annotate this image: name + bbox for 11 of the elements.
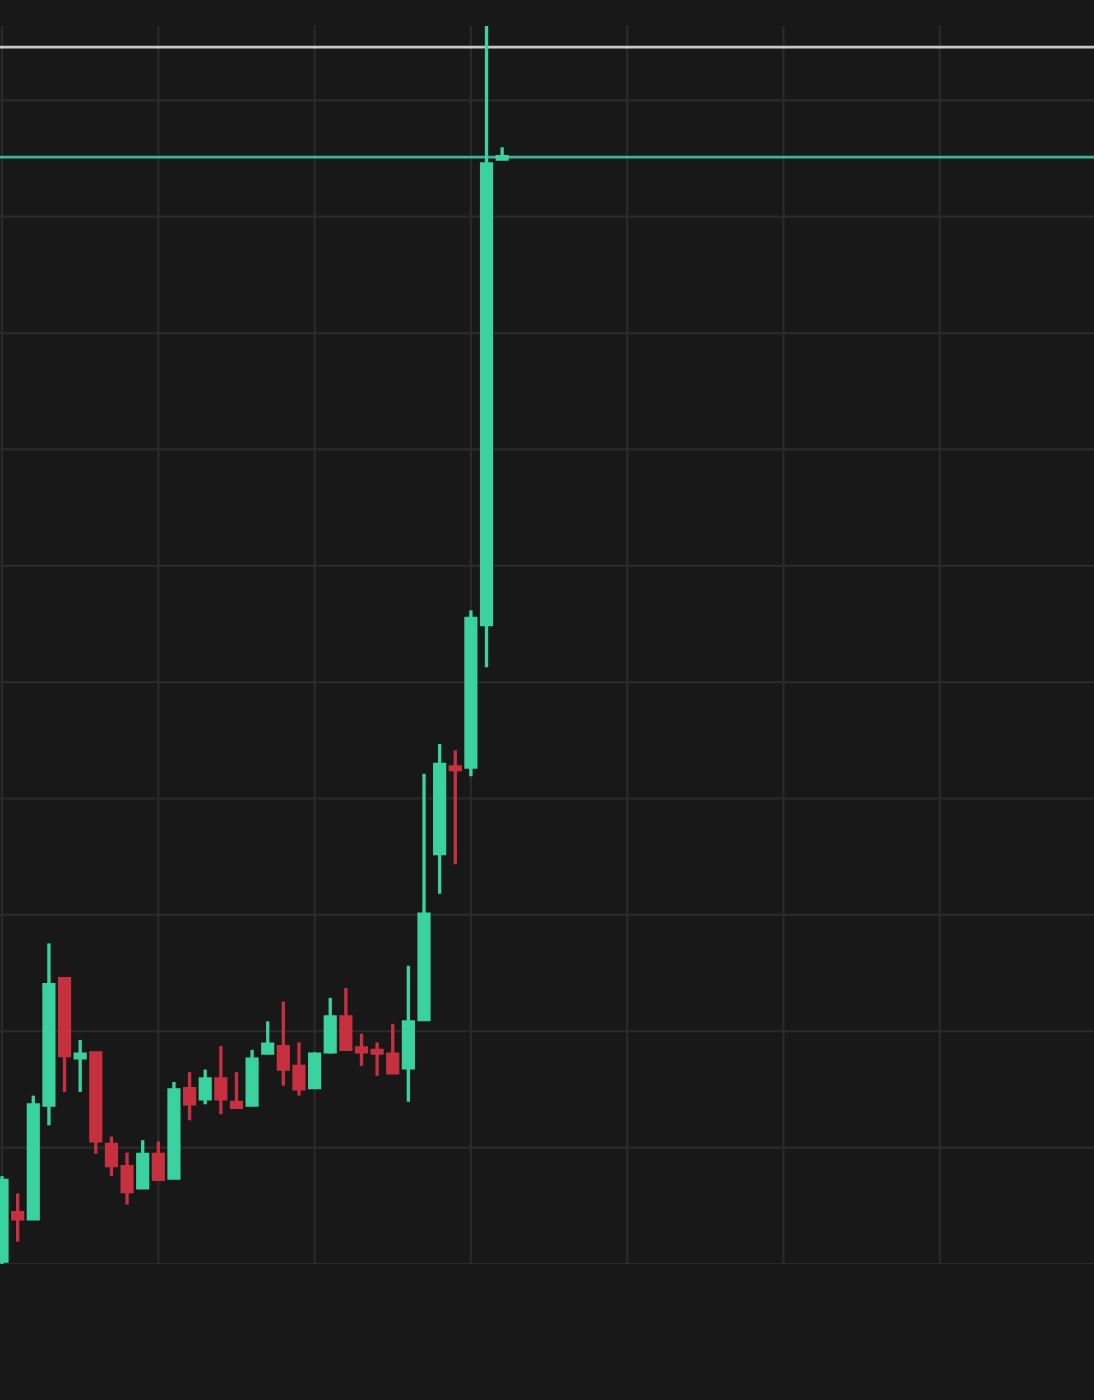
candlestick — [182, 1070, 197, 1123]
candlestick — [448, 748, 462, 866]
candlestick — [245, 1048, 259, 1108]
candlestick — [261, 1019, 275, 1056]
candlestick — [229, 1070, 244, 1110]
candlestick — [151, 1139, 165, 1182]
candlestick — [73, 1038, 87, 1094]
candlestick — [198, 1067, 212, 1106]
candlestick — [136, 1138, 150, 1191]
candlestick — [214, 1044, 228, 1116]
candlestick — [11, 1191, 25, 1244]
